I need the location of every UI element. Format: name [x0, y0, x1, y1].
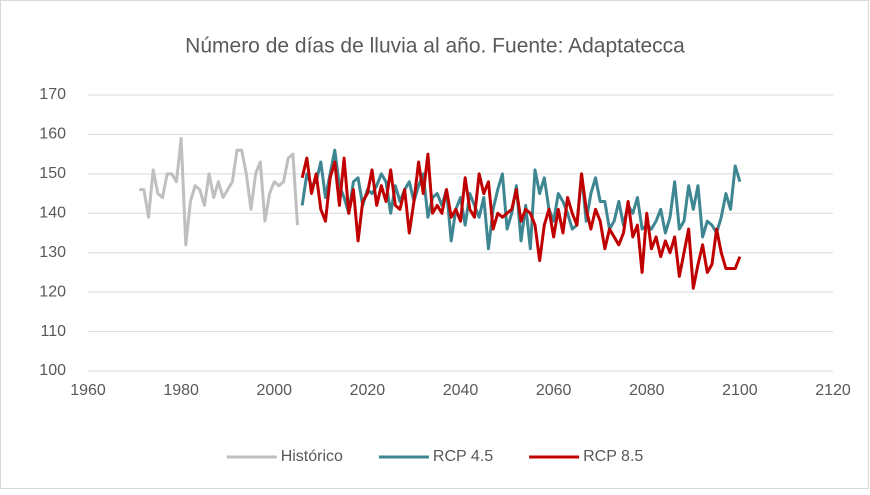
series-line — [139, 136, 300, 247]
y-tick-label: 150 — [39, 165, 66, 182]
y-tick-label: 120 — [39, 283, 66, 300]
legend-label: Histórico — [281, 448, 343, 465]
y-tick-label: 170 — [39, 86, 66, 103]
legend-label: RCP 8.5 — [583, 448, 643, 465]
x-tick-label: 2000 — [256, 382, 292, 399]
y-tick-label: 140 — [39, 205, 66, 222]
chart-title: Número de días de lluvia al año. Fuente:… — [185, 35, 685, 58]
x-tick-label: 2100 — [722, 382, 758, 399]
y-tick-label: 160 — [39, 126, 66, 143]
x-tick-label: 2060 — [536, 382, 572, 399]
x-tick-label: 2080 — [629, 382, 665, 399]
x-tick-label: 1960 — [70, 382, 106, 399]
x-tick-label: 2040 — [443, 382, 479, 399]
legend-label: RCP 4.5 — [433, 448, 493, 465]
series-line — [300, 152, 742, 290]
y-tick-label: 130 — [39, 244, 66, 261]
y-tick-label: 100 — [39, 362, 66, 379]
x-tick-label: 1980 — [163, 382, 199, 399]
x-tick-label: 2020 — [350, 382, 386, 399]
x-tick-label: 2120 — [815, 382, 851, 399]
y-tick-label: 110 — [40, 323, 66, 340]
